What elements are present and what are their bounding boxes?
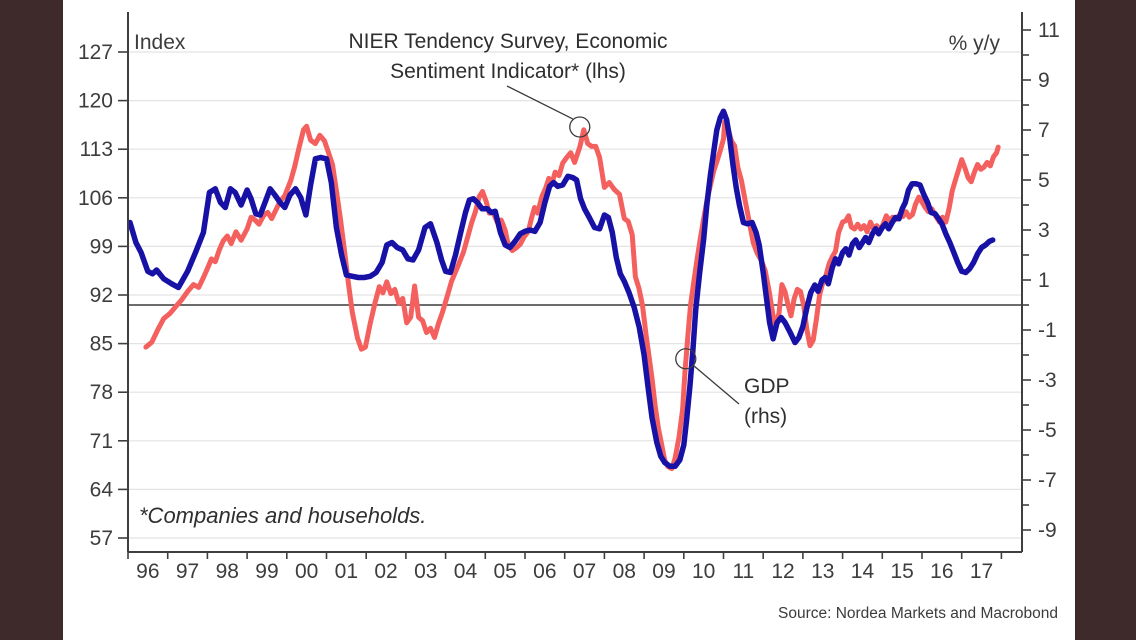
right-axis-tick-label: 1 [1038,269,1050,292]
esi-annotation-line2: Sentiment Indicator* (lhs) [390,60,626,83]
esi-series-line [143,119,1001,472]
x-axis-tick-label: 05 [493,560,516,583]
left-axis-tick-label: 113 [80,138,113,161]
right-axis-tick-label: 9 [1038,69,1050,92]
gdp-series-line [127,108,996,470]
source-credit: Source: Nordea Markets and Macrobond [777,605,1058,622]
right-axis-tick-label: -5 [1038,419,1057,442]
gdp-series-annotation: GDP (rhs) [744,372,790,432]
left-axis-tick-label: 127 [78,41,113,64]
gdp-annotation-circle [675,348,697,370]
left-axis-tick-label: 92 [90,284,113,307]
right-axis-tick-label: -3 [1038,369,1057,392]
chart-footnote: *Companies and households. [139,503,427,528]
esi-series-annotation: NIER Tendency Survey, Economic Sentiment… [308,27,708,87]
left-axis-tick-label: 120 [78,90,113,113]
left-axis-tick-label: 57 [90,527,113,550]
right-axis-title: % y/y [948,32,1000,55]
x-axis-tick-label: 97 [176,560,199,583]
gdp-annotation-line2: (rhs) [744,405,788,428]
esi-annotation-line1: NIER Tendency Survey, Economic [348,30,668,53]
x-axis-tick-label: 09 [652,560,675,583]
right-axis-tick-label: 5 [1038,169,1050,192]
x-axis-tick-label: 98 [216,560,239,583]
x-axis-tick-label: 01 [335,560,358,583]
right-axis-tick-label: -7 [1038,469,1057,492]
left-axis-tick-label: 85 [90,333,113,356]
x-axis-tick-label: 16 [930,560,953,583]
left-axis-tick-label: 71 [90,430,113,453]
esi-annotation-leader-line [506,85,574,120]
x-axis-tick-label: 17 [970,560,993,583]
right-axis-tick-label: -1 [1038,319,1057,342]
left-axis-tick-label: 64 [90,478,114,501]
x-axis-tick-label: 15 [890,560,913,583]
gdp-annotation-line1: GDP [744,375,790,398]
x-axis-tick-label: 12 [771,560,794,583]
left-axis-title: Index [134,31,186,54]
x-axis-tick-label: 06 [533,560,556,583]
x-axis-tick-label: 96 [136,560,159,583]
gdp-annotation-leader-line [693,365,740,405]
left-axis-tick-label: 106 [78,187,113,210]
letterbox-left [0,0,63,640]
x-axis-tick-label: 13 [811,560,834,583]
letterbox-right [1075,0,1136,640]
x-axis-tick-label: 00 [295,560,318,583]
x-axis-tick-label: 02 [374,560,397,583]
right-axis-tick-label: 11 [1038,19,1060,42]
x-axis-tick-label: 03 [414,560,437,583]
chart-panel [63,0,1075,640]
esi-annotation-circle [569,116,591,138]
right-axis-tick-label: 3 [1038,219,1050,242]
x-axis-tick-label: 14 [851,560,875,583]
x-axis-tick-label: 11 [732,560,754,583]
x-axis-tick-label: 99 [255,560,278,583]
right-axis-tick-label: 7 [1038,119,1050,142]
x-axis-tick-label: 04 [454,560,478,583]
x-axis-tick-label: 08 [613,560,636,583]
left-axis-tick-label: 99 [90,235,113,258]
x-axis-tick-label: 10 [692,560,715,583]
x-axis-tick-label: 07 [573,560,596,583]
right-axis-tick-label: -9 [1038,519,1057,542]
left-axis-tick-label: 78 [90,381,113,404]
